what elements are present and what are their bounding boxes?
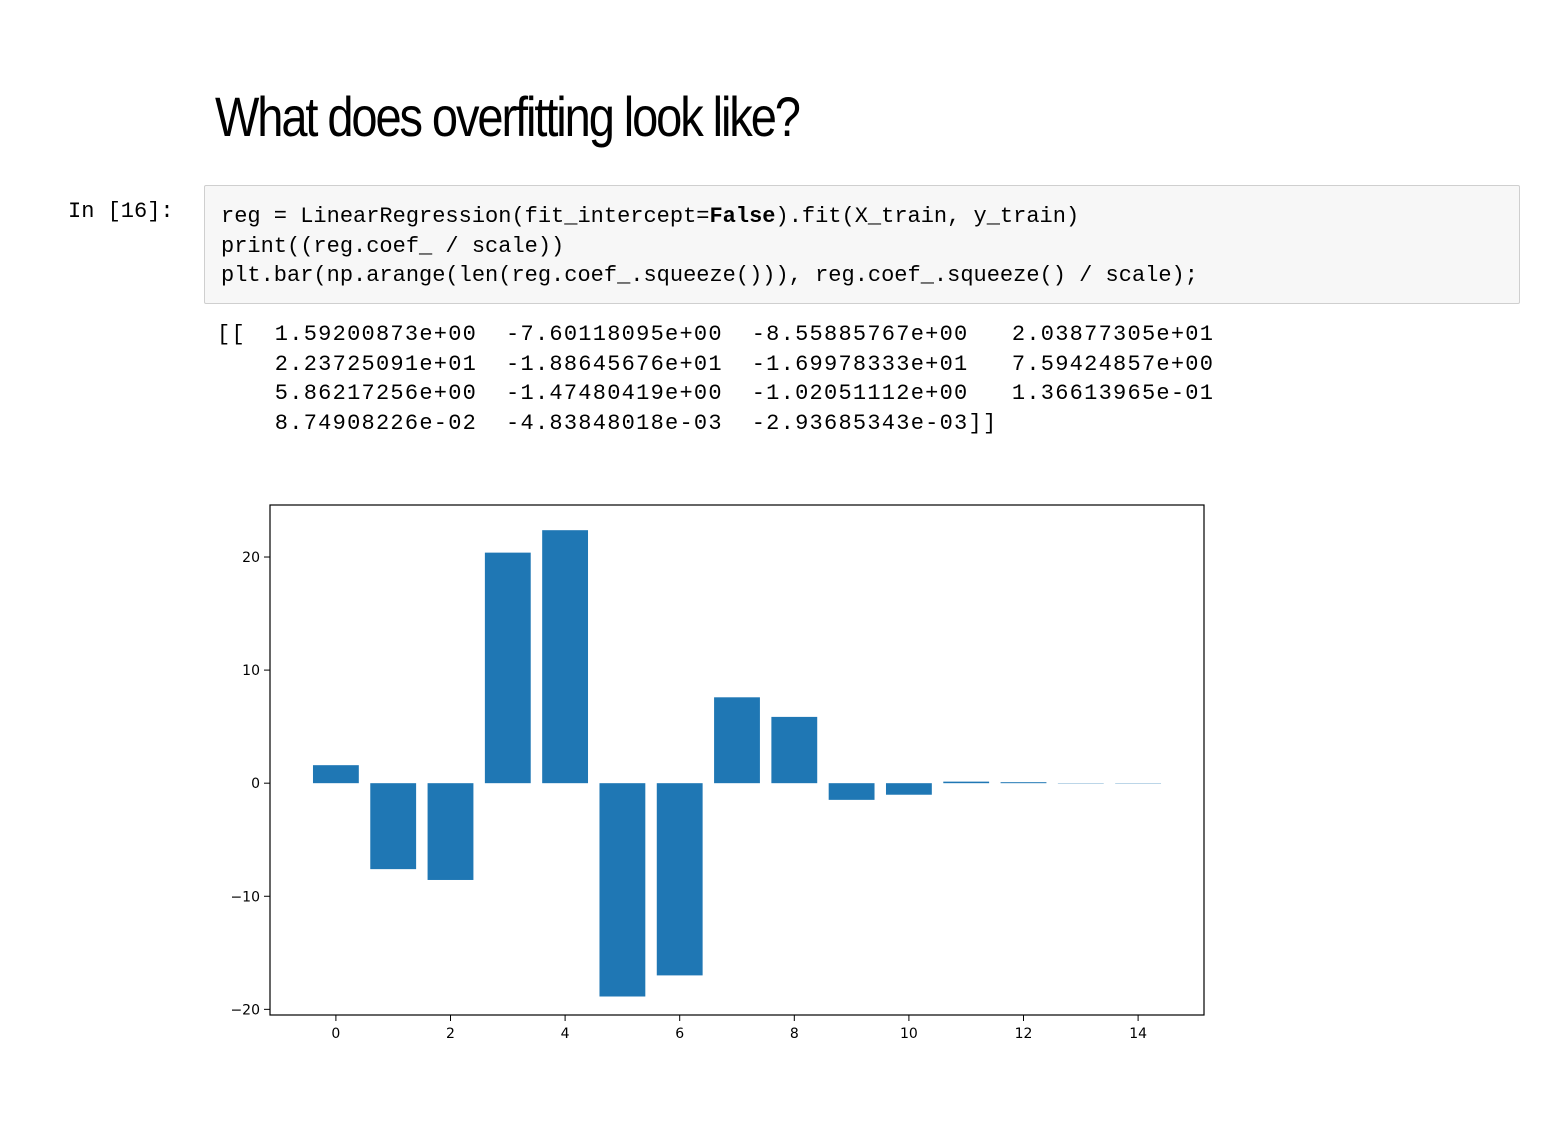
output-line: 8.74908226e-02 -4.83848018e-03 -2.936853… — [217, 410, 998, 436]
y-tick-label: 10 — [242, 663, 260, 679]
x-tick-label: 8 — [790, 1026, 799, 1042]
y-axis: −20 −10 0 10 20 — [230, 550, 270, 1018]
x-tick-label: 12 — [1015, 1026, 1033, 1042]
x-axis: 0 2 4 6 8 10 12 14 — [331, 1015, 1147, 1042]
x-tick-label: 10 — [900, 1026, 918, 1042]
y-tick-label: 20 — [242, 550, 260, 566]
output-line: 2.23725091e+01 -1.88645676e+01 -1.699783… — [217, 351, 1215, 377]
bar — [542, 530, 589, 784]
bar — [771, 716, 818, 784]
output-line: [[ 1.59200873e+00 -7.60118095e+00 -8.558… — [217, 322, 1215, 347]
bar — [885, 783, 932, 795]
code-line-2: print((reg.coef_ / scale)) — [221, 233, 565, 259]
x-tick-label: 0 — [331, 1026, 340, 1042]
x-tick-label: 4 — [561, 1026, 570, 1042]
bar — [714, 697, 760, 784]
bar — [599, 783, 646, 997]
bar — [943, 781, 990, 784]
y-tick-label: −10 — [230, 889, 260, 905]
bar-chart: −20 −10 0 10 20 0 2 4 6 8 10 12 14 — [230, 504, 1205, 1042]
y-tick-label: −20 — [230, 1002, 260, 1018]
axes-frame — [269, 504, 1205, 1016]
y-tick-label: 0 — [251, 776, 260, 792]
output-line: 5.86217256e+00 -1.47480419e+00 -1.020511… — [217, 381, 1215, 406]
code-text: reg = LinearRegression(fit_intercept= — [221, 204, 710, 229]
bar — [484, 552, 531, 784]
bar — [370, 783, 417, 870]
code-block[interactable]: reg = LinearRegression(fit_intercept=Fal… — [221, 202, 1198, 291]
code-input-cell[interactable]: reg = LinearRegression(fit_intercept=Fal… — [204, 185, 1520, 304]
cell-prompt: In [16]: — [68, 199, 174, 224]
code-line-1: reg = LinearRegression(fit_intercept=Fal… — [221, 202, 1198, 232]
bar — [656, 783, 703, 976]
bar — [312, 765, 359, 784]
bar — [828, 783, 875, 800]
code-text: ).fit(X_train, y_train) — [775, 204, 1080, 229]
slide-title: What does overfitting look like? — [215, 85, 801, 148]
code-line-3: plt.bar(np.arange(len(reg.coef_.squeeze(… — [221, 263, 1198, 288]
bar — [1000, 782, 1047, 784]
bar — [427, 783, 474, 880]
cell-output: [[ 1.59200873e+00 -7.60118095e+00 -8.558… — [217, 320, 1214, 438]
code-keyword: False — [709, 204, 776, 229]
x-tick-label: 2 — [446, 1026, 455, 1042]
x-tick-label: 14 — [1129, 1026, 1147, 1042]
x-tick-label: 6 — [675, 1026, 684, 1042]
bars-group — [312, 530, 1162, 997]
